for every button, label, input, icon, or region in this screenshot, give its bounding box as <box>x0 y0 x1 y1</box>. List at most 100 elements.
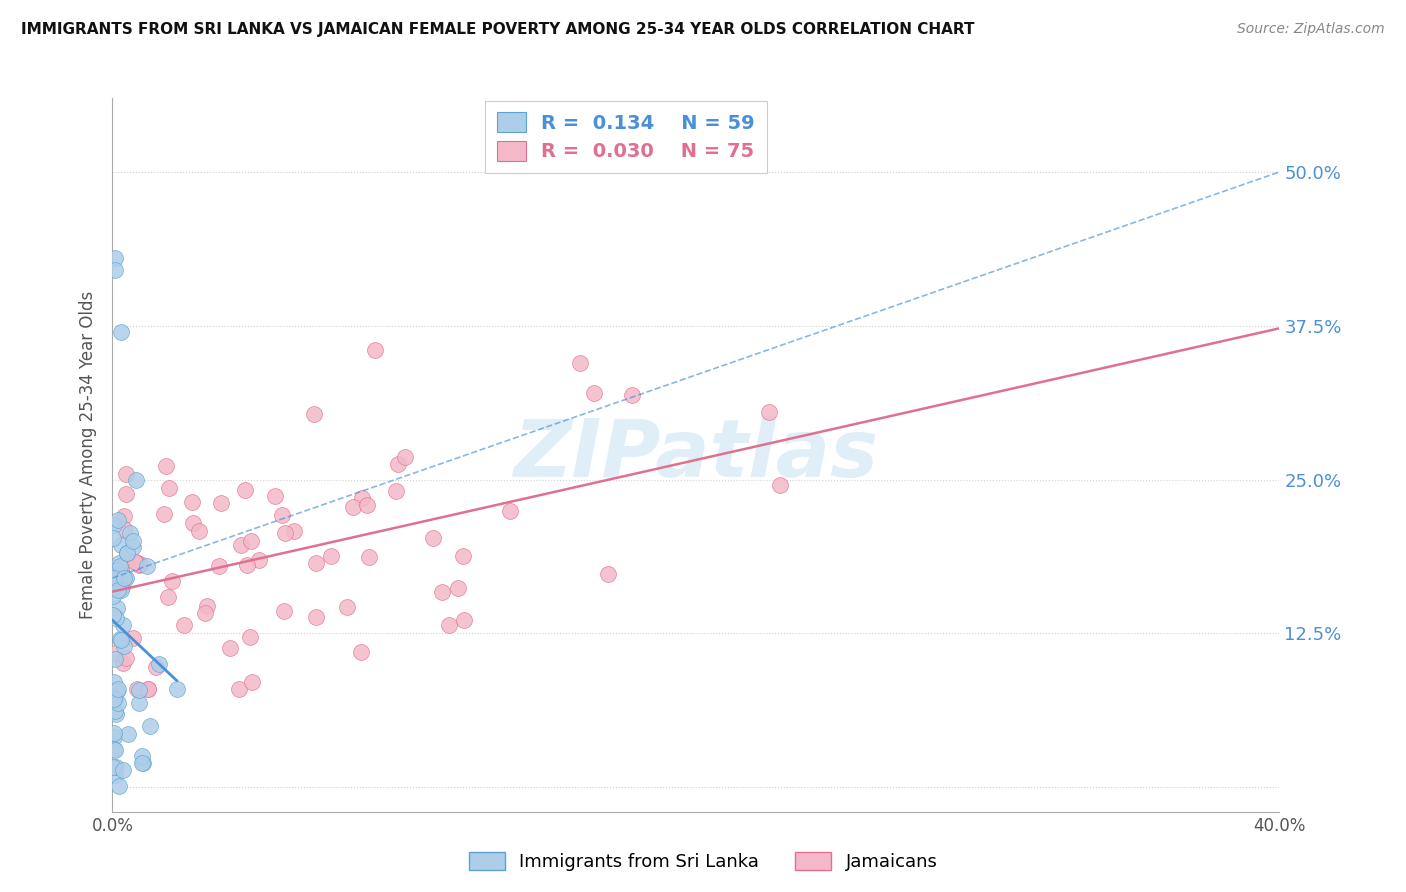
Point <box>758 405 780 419</box>
Point <box>207 558 229 573</box>
Text: Source: ZipAtlas.com: Source: ZipAtlas.com <box>1237 22 1385 37</box>
Point <box>104 704 127 718</box>
Point <box>104 706 127 721</box>
Point <box>157 481 180 495</box>
Point <box>125 473 148 487</box>
Point <box>132 756 155 771</box>
Text: IMMIGRANTS FROM SRI LANKA VS JAMAICAN FEMALE POVERTY AMONG 25-34 YEAR OLDS CORRE: IMMIGRANTS FROM SRI LANKA VS JAMAICAN FE… <box>21 22 974 37</box>
Point <box>233 483 256 497</box>
Point <box>596 567 619 582</box>
Point <box>112 640 135 654</box>
Point <box>240 533 263 548</box>
Point <box>432 585 454 599</box>
Point <box>107 681 129 696</box>
Point <box>104 646 127 660</box>
Point <box>453 613 475 627</box>
Point <box>153 507 176 521</box>
Point <box>239 630 262 644</box>
Point <box>194 606 217 620</box>
Point <box>103 692 125 706</box>
Point <box>101 531 124 545</box>
Point <box>115 487 138 501</box>
Point <box>110 582 132 597</box>
Point <box>105 600 128 615</box>
Point <box>499 503 522 517</box>
Point <box>129 557 152 571</box>
Point <box>188 524 211 538</box>
Point <box>236 558 259 572</box>
Point <box>104 263 127 277</box>
Point <box>769 478 792 492</box>
Point <box>103 674 125 689</box>
Point <box>422 531 444 545</box>
Point <box>195 599 218 613</box>
Point <box>136 681 159 696</box>
Point <box>110 563 132 577</box>
Point <box>447 581 470 595</box>
Point <box>156 590 179 604</box>
Point <box>274 526 297 541</box>
Point <box>122 540 145 554</box>
Point <box>350 491 373 505</box>
Point <box>112 656 135 670</box>
Point <box>336 599 359 614</box>
Point <box>103 571 125 585</box>
Point <box>108 570 131 584</box>
Point <box>112 509 135 524</box>
Point <box>453 549 475 564</box>
Point <box>131 748 153 763</box>
Point <box>342 500 364 515</box>
Legend: R =  0.134    N = 59, R =  0.030    N = 75: R = 0.134 N = 59, R = 0.030 N = 75 <box>485 101 766 173</box>
Point <box>319 549 342 563</box>
Point <box>110 558 132 573</box>
Point <box>107 683 129 698</box>
Point <box>110 538 132 552</box>
Text: ZIPatlas: ZIPatlas <box>513 416 879 494</box>
Point <box>394 450 416 464</box>
Point <box>101 589 124 603</box>
Point <box>219 640 242 655</box>
Point <box>304 609 326 624</box>
Point <box>103 768 125 782</box>
Point <box>108 556 131 570</box>
Point <box>128 683 150 698</box>
Point <box>582 386 605 401</box>
Point <box>107 582 129 597</box>
Point <box>131 756 153 770</box>
Point <box>437 617 460 632</box>
Point <box>356 498 378 512</box>
Point <box>115 571 138 585</box>
Point <box>120 525 142 540</box>
Point <box>103 730 125 744</box>
Y-axis label: Female Poverty Among 25-34 Year Olds: Female Poverty Among 25-34 Year Olds <box>79 291 97 619</box>
Point <box>127 681 149 696</box>
Point <box>107 513 129 527</box>
Point <box>110 559 132 574</box>
Point <box>128 558 150 572</box>
Point <box>621 387 644 401</box>
Point <box>117 727 139 741</box>
Point <box>110 632 132 647</box>
Point <box>107 779 129 793</box>
Point <box>111 763 134 777</box>
Point <box>124 555 146 569</box>
Point <box>115 467 138 482</box>
Point <box>136 681 159 696</box>
Point <box>145 659 167 673</box>
Legend: Immigrants from Sri Lanka, Jamaicans: Immigrants from Sri Lanka, Jamaicans <box>461 846 945 879</box>
Point <box>112 571 135 585</box>
Point <box>240 674 263 689</box>
Point <box>273 604 295 618</box>
Point <box>568 356 591 370</box>
Point <box>357 550 380 565</box>
Point <box>148 657 170 671</box>
Point <box>180 495 202 509</box>
Point <box>103 726 125 740</box>
Point <box>209 496 232 510</box>
Point <box>283 524 305 538</box>
Point <box>105 566 128 581</box>
Point <box>228 681 250 696</box>
Point <box>173 618 195 632</box>
Point <box>136 558 159 573</box>
Point <box>101 607 124 622</box>
